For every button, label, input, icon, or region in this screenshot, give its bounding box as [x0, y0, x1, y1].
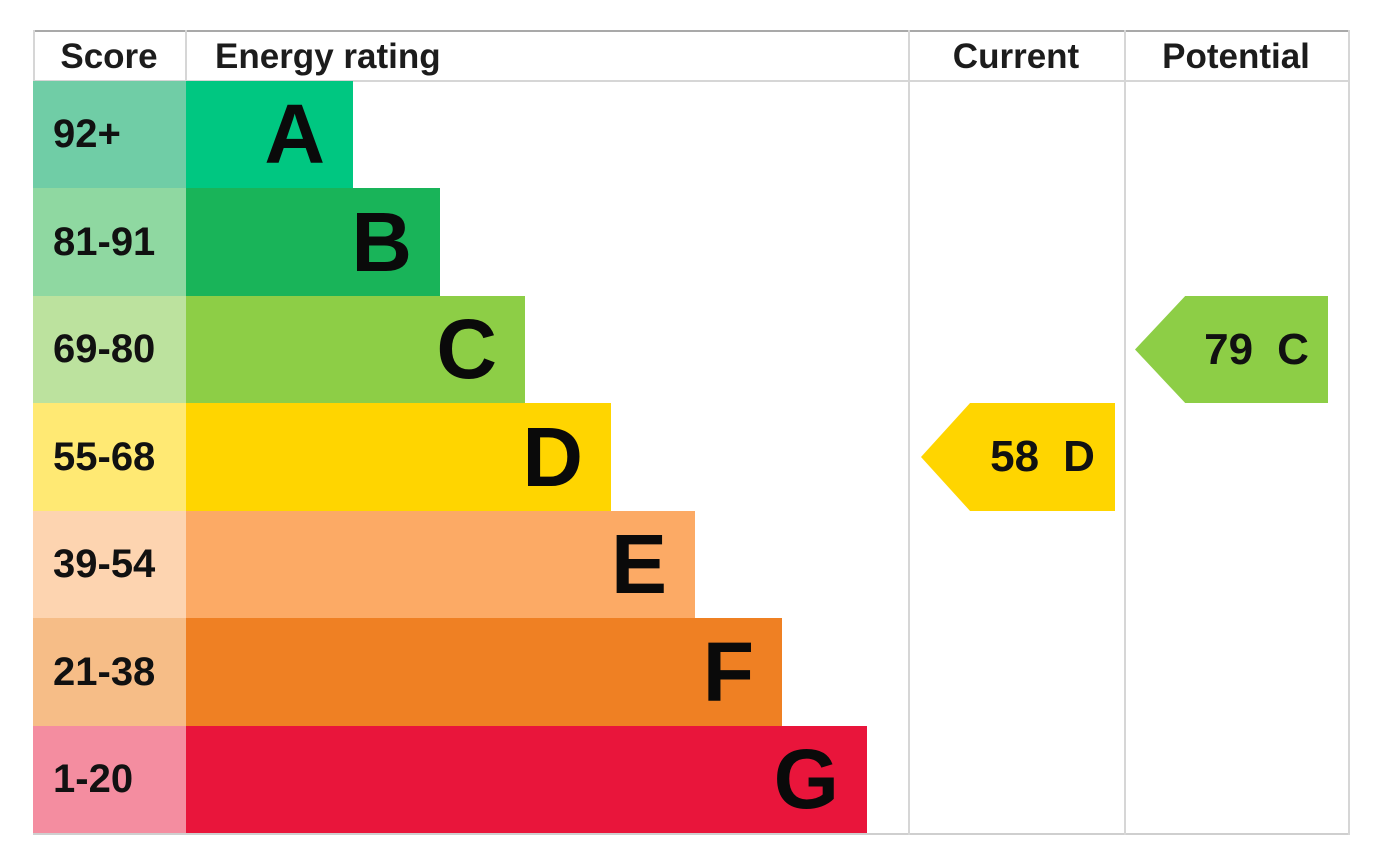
grade-letter-g: G: [773, 732, 839, 826]
table-top-border: [33, 30, 1348, 32]
current-rating-grade: D: [1063, 432, 1095, 481]
score-cell-d: 55-68: [33, 403, 186, 511]
band-bar-a: A: [186, 81, 353, 188]
grade-letter-b: B: [351, 194, 412, 289]
score-cell-c: 69-80: [33, 296, 186, 403]
band-bar-g: G: [186, 726, 867, 833]
grade-letter-c: C: [436, 302, 497, 396]
column-header-current: Current: [952, 37, 1080, 76]
potential-rating-value: 79: [1204, 324, 1254, 374]
header-divider-line: [33, 80, 1348, 82]
band-bar-c: C: [186, 296, 525, 403]
score-cell-a: 92+: [33, 81, 186, 188]
column-header-energy-rating: Energy rating: [215, 37, 441, 76]
potential-rating-grade: C: [1277, 324, 1309, 374]
score-range-b: 81-91: [53, 219, 156, 264]
current-rating-arrow: 58 D: [921, 403, 1115, 511]
potential-column-divider: [1124, 30, 1126, 835]
column-header-potential: Potential: [1162, 37, 1310, 76]
current-rating-value: 58: [990, 432, 1040, 481]
score-range-g: 1-20: [53, 757, 134, 801]
column-header-score: Score: [60, 37, 158, 76]
current-column-divider: [908, 30, 910, 835]
table-bottom-border: [33, 833, 1348, 835]
grade-letter-a: A: [264, 87, 325, 181]
score-range-d: 55-68: [53, 434, 156, 479]
score-cell-e: 39-54: [33, 511, 186, 618]
score-range-a: 92+: [53, 112, 121, 156]
score-cell-g: 1-20: [33, 726, 186, 833]
potential-rating-arrow: 79 C: [1135, 296, 1328, 403]
score-range-f: 21-38: [53, 649, 156, 694]
band-bar-f: F: [186, 618, 782, 726]
table-right-border: [1348, 30, 1350, 835]
band-bar-d: D: [186, 403, 611, 511]
grade-letter-e: E: [610, 517, 667, 611]
score-cell-b: 81-91: [33, 188, 186, 296]
grade-letter-f: F: [702, 624, 754, 719]
band-bar-e: E: [186, 511, 695, 618]
score-range-c: 69-80: [53, 327, 156, 371]
score-cell-f: 21-38: [33, 618, 186, 726]
header-left-border: [33, 30, 35, 82]
grade-letter-d: D: [522, 409, 583, 504]
score-column-divider: [185, 30, 187, 82]
band-bar-b: B: [186, 188, 440, 296]
score-range-e: 39-54: [53, 542, 156, 586]
